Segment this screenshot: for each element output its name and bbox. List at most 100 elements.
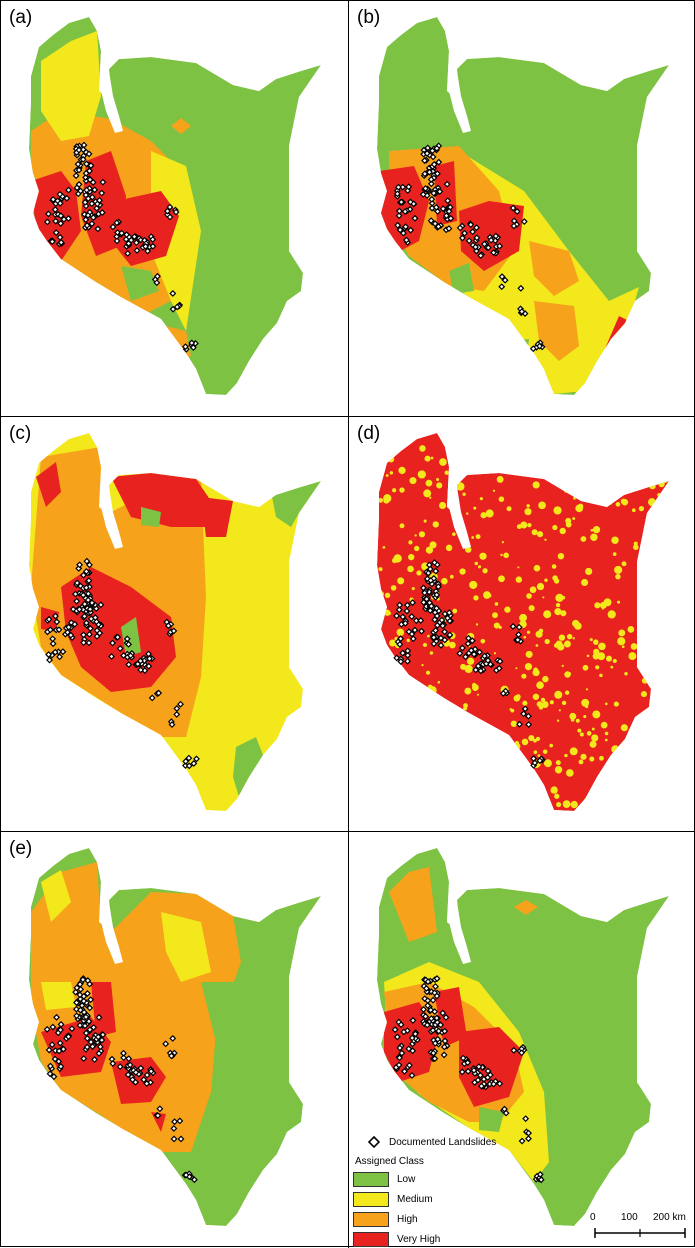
hazard-speckle [648,757,655,764]
hazard-speckle [647,748,655,755]
hazard-speckle [590,533,598,541]
hazard-speckle [378,646,387,655]
landslide-marker [462,653,469,661]
landslide-marker [427,176,435,183]
landslide-marker [516,720,523,728]
hazard-speckle [443,750,451,758]
landslide-marker [423,150,431,157]
hazard-speckle [493,444,499,450]
landslide-marker [68,1025,76,1033]
landslide-marker [73,999,81,1007]
landslide-marker [168,721,176,729]
landslide-marker [440,1051,448,1059]
hazard-speckle [480,638,486,644]
hazard-speckle [398,466,406,475]
landslide-marker [472,243,480,251]
hazard-speckle [575,504,584,513]
landslide-marker [146,655,153,663]
landslide-marker [536,757,544,765]
hazard-speckle [632,812,639,819]
hazard-zone [151,1112,166,1132]
hazard-speckle [541,701,549,708]
hazard-speckle [416,570,422,576]
hazard-speckle [550,786,558,794]
hazard-speckle [427,684,433,690]
landslide-marker [496,1080,504,1088]
landslide-marker [51,206,59,214]
landslide-marker [433,170,441,178]
hazard-speckle [641,455,645,459]
hazard-speckle [452,772,459,779]
landslide-marker [88,599,96,607]
landslide-marker [421,589,429,597]
hazard-speckle [552,524,558,531]
hazard-speckle [443,754,448,759]
hazard-speckle [533,458,539,463]
hazard-speckle [396,628,405,637]
hazard-speckle [564,671,571,678]
hazard-speckle [421,699,426,703]
landslide-marker [90,1024,98,1031]
landslide-marker [484,1074,492,1081]
hazard-speckle [476,693,480,696]
hazard-speckle [544,578,548,583]
hazard-speckle [515,694,521,700]
landslide-marker [57,212,65,220]
landslide-marker [149,242,157,250]
hazard-speckle [446,725,449,728]
landslide-marker [80,571,87,579]
hazard-speckle [459,568,466,575]
landslide-marker [173,303,181,311]
landslide-marker [412,617,420,625]
hazard-speckle [525,650,533,658]
landslide-marker [86,605,94,613]
hazard-speckle [583,714,587,719]
landslide-marker [170,1135,178,1143]
landslide-marker [79,976,87,984]
hazard-speckle [542,596,545,599]
grid-horizontal-divider-2 [1,831,695,832]
hazard-speckle [521,673,527,679]
hazard-speckle [598,642,606,651]
hazard-speckle [654,645,659,650]
landslide-marker [82,619,90,627]
landslide-marker [87,996,95,1004]
landslide-marker [427,576,435,584]
landslide-marker [89,178,97,186]
hazard-speckle [436,482,443,489]
landslide-marker [524,712,532,720]
landslide-marker [83,1043,91,1051]
landslide-marker [79,146,87,153]
hazard-speckle [520,521,528,529]
hazard-speckle [535,644,539,647]
hazard-zone [141,507,161,527]
landslide-marker [86,1004,94,1012]
landslide-marker [182,343,189,351]
landslide-marker [484,1067,492,1075]
landslide-marker [439,1009,447,1017]
hazard-speckle [493,622,500,629]
hazard-speckle [645,445,650,451]
hazard-speckle [385,727,393,735]
landslide-marker [170,1125,178,1132]
hazard-speckle [658,756,664,762]
landslide-marker [142,242,149,250]
hazard-zone [171,118,191,134]
hazard-speckle [643,529,651,537]
landslide-marker [56,190,64,198]
landslide-marker [169,305,177,313]
hazard-speckle [582,536,586,541]
hazard-speckle [606,780,612,786]
hazard-speckle [430,708,434,711]
landslide-marker [80,631,87,639]
hazard-speckle [657,493,662,497]
landslide-marker [441,610,449,618]
landslide-marker [480,240,488,248]
landslide-marker [445,207,453,215]
landslide-marker [447,214,455,222]
landslide-marker [395,183,402,191]
landslide-marker [439,622,447,630]
hazard-speckle [544,638,550,645]
landslide-marker [459,1054,467,1062]
landslide-marker [518,1049,526,1057]
